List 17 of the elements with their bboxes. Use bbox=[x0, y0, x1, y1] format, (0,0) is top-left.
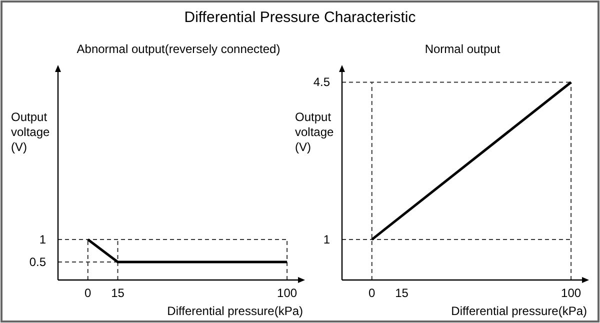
x-axis-title: Differential pressure(kPa) bbox=[451, 304, 587, 318]
x-tick-label: 15 bbox=[395, 286, 409, 300]
x-tick-label: 100 bbox=[561, 286, 582, 300]
y-axis-title: Output voltage (V) bbox=[11, 110, 50, 154]
y-tick-label: 1 bbox=[323, 232, 330, 247]
x-tick-label: 0 bbox=[368, 286, 376, 300]
chart-title: Differential Pressure Characteristic bbox=[184, 9, 416, 26]
y-tick-label: 1 bbox=[39, 232, 46, 247]
y-tick-label: 4.5 bbox=[313, 75, 330, 90]
x-axis-title: Differential pressure(kPa) bbox=[167, 304, 303, 318]
chart-subtitle: Normal output bbox=[424, 42, 501, 56]
x-tick-label: 0 bbox=[84, 286, 92, 300]
y-axis-title: Output voltage (V) bbox=[295, 110, 334, 154]
y-tick-label: 0.5 bbox=[29, 255, 46, 270]
x-tick-label: 15 bbox=[111, 286, 125, 300]
chart-subtitle: Abnormal output(reversely connected) bbox=[76, 42, 280, 56]
x-tick-label: 100 bbox=[277, 286, 298, 300]
